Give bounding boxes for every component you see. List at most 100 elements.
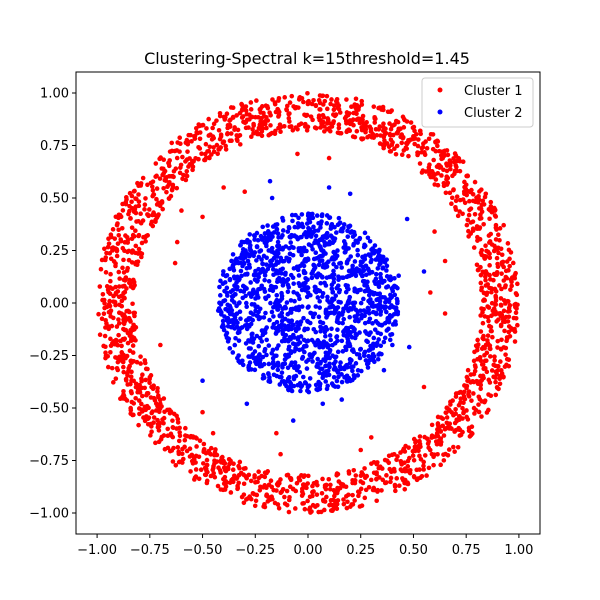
cluster-2-point xyxy=(360,264,366,270)
cluster-1-point xyxy=(507,334,513,339)
cluster-1-point xyxy=(326,476,332,482)
cluster-1-point xyxy=(377,124,383,129)
cluster-1-point xyxy=(143,366,149,372)
cluster-1-point xyxy=(359,102,365,107)
cluster-1-point xyxy=(334,471,340,476)
y-tick-label: −0.75 xyxy=(29,454,69,469)
cluster-1-point xyxy=(448,402,453,407)
cluster-1-point xyxy=(133,204,139,210)
cluster-2-point xyxy=(266,278,272,284)
cluster-1-point xyxy=(435,427,440,432)
cluster-2-point xyxy=(266,371,271,376)
cluster-1-point xyxy=(250,127,255,132)
cluster-1-point xyxy=(143,407,148,413)
cluster-2-point xyxy=(252,349,258,354)
cluster-1-point xyxy=(113,376,119,381)
cluster-2-point xyxy=(303,230,308,235)
cluster-1-point xyxy=(240,106,245,112)
cluster-2-point xyxy=(270,359,276,365)
cluster-2-point xyxy=(387,313,393,318)
cluster-2-point xyxy=(362,230,368,236)
cluster-1-point xyxy=(184,448,190,454)
cluster-1-point xyxy=(362,495,368,501)
cluster-1-point xyxy=(256,475,262,481)
cluster-1-point xyxy=(120,336,126,342)
cluster-1-point xyxy=(251,131,256,136)
cluster-1-point xyxy=(139,401,144,407)
cluster-1-point xyxy=(465,217,471,223)
cluster-1-point xyxy=(99,257,105,263)
cluster-1-point xyxy=(246,125,251,130)
cluster-1-point xyxy=(473,364,478,370)
cluster-1-point xyxy=(454,164,459,170)
cluster-1-point xyxy=(127,277,132,283)
cluster-1-point xyxy=(486,407,491,413)
cluster-1-point xyxy=(204,457,210,463)
cluster-1-point xyxy=(145,233,150,238)
cluster-2-point xyxy=(362,242,367,248)
cluster-1-point xyxy=(392,146,397,152)
cluster-1-point xyxy=(311,97,316,103)
cluster-2-point xyxy=(320,294,325,299)
cluster-1-point xyxy=(394,130,400,136)
cluster-1-point xyxy=(456,414,462,419)
cluster-2-point xyxy=(336,320,342,326)
cluster-1-point xyxy=(488,354,493,359)
cluster-2-point xyxy=(244,272,250,277)
cluster-2-point xyxy=(280,277,286,282)
cluster-2-point xyxy=(356,288,361,293)
cluster-2-point xyxy=(346,268,352,274)
cluster-1-point xyxy=(460,197,466,202)
cluster-1-point xyxy=(379,488,384,493)
cluster-2-point xyxy=(319,366,325,372)
cluster-1-point xyxy=(245,496,251,501)
cluster-1-point xyxy=(306,473,311,479)
cluster-2-point xyxy=(247,354,253,360)
cluster-1-point xyxy=(179,208,184,213)
cluster-2-point xyxy=(292,341,298,347)
cluster-1-point xyxy=(302,506,308,512)
cluster-1-point xyxy=(400,476,405,481)
cluster-2-point xyxy=(238,288,243,294)
cluster-1-point xyxy=(143,239,148,244)
cluster-1-point xyxy=(116,232,122,238)
cluster-1-point xyxy=(432,229,437,234)
cluster-1-point xyxy=(123,199,129,205)
cluster-1-point xyxy=(148,373,154,378)
cluster-1-point xyxy=(471,371,477,377)
cluster-1-point xyxy=(364,120,369,125)
cluster-1-point xyxy=(298,121,304,127)
cluster-2-point xyxy=(254,244,260,249)
cluster-2-point xyxy=(285,282,291,288)
cluster-2-point xyxy=(288,386,293,392)
cluster-1-point xyxy=(136,406,142,411)
cluster-1-point xyxy=(114,365,120,371)
cluster-1-point xyxy=(420,145,426,150)
cluster-1-point xyxy=(395,119,401,125)
cluster-1-point xyxy=(464,414,469,420)
cluster-2-point xyxy=(310,314,316,320)
cluster-2-point xyxy=(373,271,379,277)
cluster-2-point xyxy=(317,342,323,347)
cluster-1-point xyxy=(495,264,501,270)
cluster-1-point xyxy=(149,429,154,435)
cluster-2-point xyxy=(368,259,374,265)
cluster-1-point xyxy=(486,377,492,383)
cluster-1-point xyxy=(237,110,243,116)
cluster-1-point xyxy=(150,179,156,184)
cluster-1-point xyxy=(129,199,134,205)
cluster-1-point xyxy=(280,486,286,492)
cluster-1-point xyxy=(433,434,438,439)
cluster-1-point xyxy=(130,412,135,418)
cluster-1-point xyxy=(150,193,155,199)
cluster-1-point xyxy=(312,504,318,509)
cluster-2-point xyxy=(306,304,311,309)
cluster-1-point xyxy=(503,352,508,357)
cluster-1-point xyxy=(154,196,159,202)
cluster-1-point xyxy=(488,346,493,352)
cluster-1-point xyxy=(309,101,315,107)
cluster-1-point xyxy=(136,233,141,239)
cluster-1-point xyxy=(234,113,239,118)
cluster-2-point xyxy=(229,324,235,330)
cluster-1-point xyxy=(174,155,180,161)
